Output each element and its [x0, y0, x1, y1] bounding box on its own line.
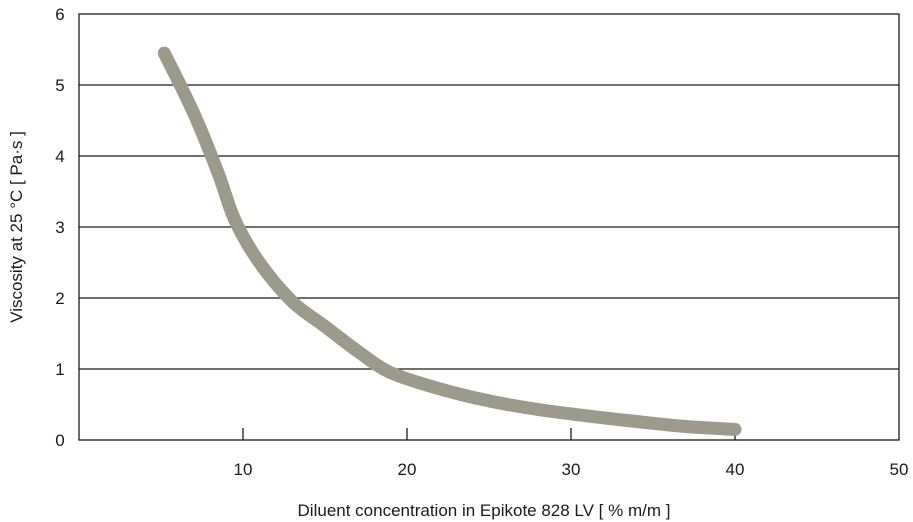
y-tick-label: 4: [55, 147, 64, 166]
y-tick-label: 0: [55, 431, 64, 450]
x-axis-title: Diluent concentration in Epikote 828 LV …: [298, 501, 671, 520]
y-tick-label: 3: [55, 218, 64, 237]
x-tick-label: 40: [726, 460, 745, 479]
plot-frame: [78, 13, 900, 441]
x-tick-label: 30: [562, 460, 581, 479]
y-tick-label: 2: [55, 289, 64, 308]
y-tick-label: 1: [55, 360, 64, 379]
x-tick-label: 10: [234, 460, 253, 479]
x-tick-label: 20: [398, 460, 417, 479]
series-line: [157, 46, 742, 436]
x-tick-label: 50: [890, 460, 909, 479]
y-ticks: 0 1 2 3 4 5 6: [55, 5, 64, 450]
series-layer: [157, 46, 742, 436]
x-ticks: 10 20 30 40 50: [234, 428, 909, 479]
y-axis-title: Viscosity at 25 °C [ Pa·s ]: [7, 131, 26, 323]
y-tick-label: 6: [55, 5, 64, 24]
y-tick-label: 5: [55, 76, 64, 95]
